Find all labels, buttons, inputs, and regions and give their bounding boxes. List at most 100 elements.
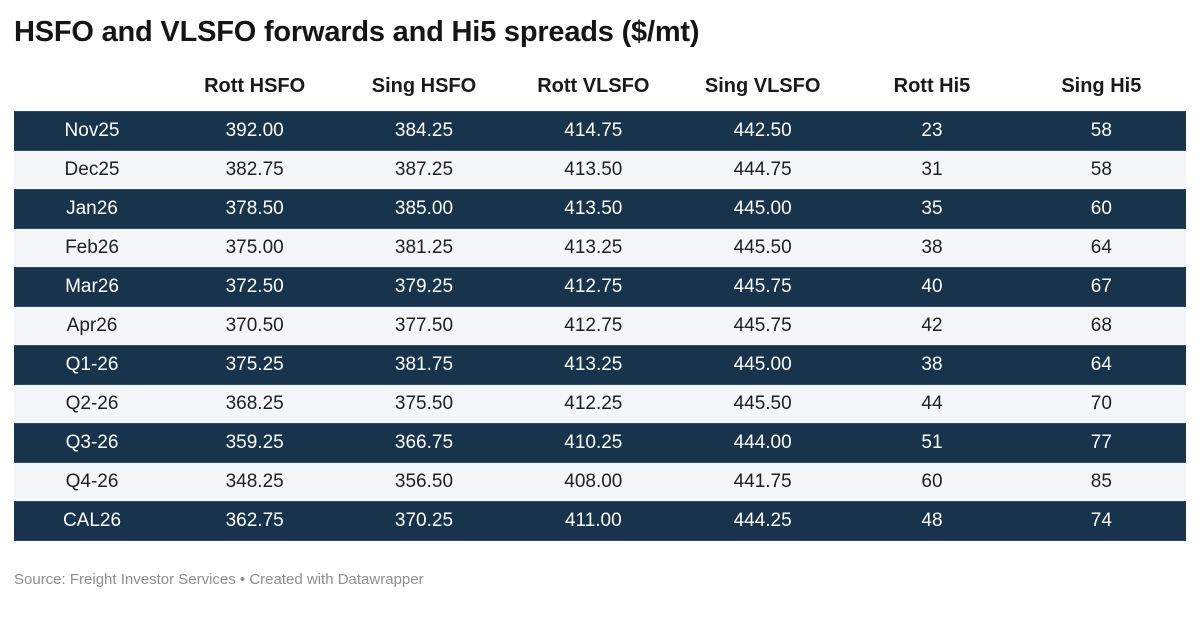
cell-value: 378.50 (170, 189, 340, 229)
cell-value: 441.75 (733, 471, 792, 492)
cell-value: 58 (1016, 111, 1186, 151)
column-header-sing-hsfo: Sing HSFO (371, 75, 477, 97)
row-label: Q1-26 (14, 345, 170, 385)
cell-value: 370.25 (339, 501, 509, 541)
column-header-rott-hi5: Rott Hi5 (893, 75, 971, 97)
cell-value: 64 (1016, 345, 1186, 385)
cell-value: 413.50 (508, 189, 678, 229)
table-row: Nov25 392.00 384.25 414.75 442.50 23 58 (14, 111, 1186, 151)
cell-value: 385.00 (339, 189, 509, 229)
table-row: CAL26 362.75 370.25 411.00 444.25 48 74 (14, 501, 1186, 541)
cell-value: 372.50 (170, 267, 340, 307)
table-row: Q4-26 348.25 356.50 408.00 441.75 60 85 (14, 462, 1186, 502)
cell-value: 444.25 (677, 501, 848, 541)
cell-value: 445.50 (733, 393, 792, 414)
table-row: Apr26 370.50 377.50 412.75 445.75 42 68 (14, 306, 1186, 346)
column-header-sing-hi5: Sing Hi5 (1061, 75, 1142, 97)
table-body: Nov25 392.00 384.25 414.75 442.50 23 58 Dec25 38… (14, 111, 1186, 541)
cell-value: 413.25 (508, 345, 678, 385)
row-label: Jan26 (14, 189, 170, 229)
row-label: Q4-26 (65, 471, 119, 492)
cell-value: 413.50 (564, 159, 623, 180)
cell-value: 392.00 (170, 111, 340, 151)
cell-value: 414.75 (508, 111, 678, 151)
column-header-sing-vlsfo: Sing VLSFO (704, 75, 821, 97)
table-row: Q1-26 375.25 381.75 413.25 445.00 38 64 (14, 345, 1186, 385)
row-label: Nov25 (14, 111, 170, 151)
cell-value: 48 (847, 501, 1017, 541)
cell-value: 38 (921, 237, 943, 258)
cell-value: 381.75 (339, 345, 509, 385)
row-label: CAL26 (14, 501, 170, 541)
cell-value: 445.75 (677, 267, 848, 307)
row-label: Dec25 (64, 159, 120, 180)
cell-value: 370.50 (225, 315, 284, 336)
table-row: Q3-26 359.25 366.75 410.25 444.00 51 77 (14, 423, 1186, 463)
column-header-rott-hsfo: Rott HSFO (204, 75, 306, 97)
table-row: Dec25 382.75 387.25 413.50 444.75 31 58 (14, 150, 1186, 190)
cell-value: 60 (921, 471, 943, 492)
cell-value: 35 (847, 189, 1017, 229)
cell-value: 64 (1090, 237, 1112, 258)
row-label: Apr26 (66, 315, 118, 336)
cell-value: 366.75 (339, 423, 509, 463)
cell-value: 410.25 (508, 423, 678, 463)
cell-value: 445.00 (677, 189, 848, 229)
cell-value: 412.25 (564, 393, 623, 414)
cell-value: 382.75 (225, 159, 284, 180)
cell-value: 70 (1090, 393, 1112, 414)
cell-value: 68 (1090, 315, 1112, 336)
table-row: Jan26 378.50 385.00 413.50 445.00 35 60 (14, 189, 1186, 229)
cell-value: 375.00 (225, 237, 284, 258)
cell-value: 368.25 (225, 393, 284, 414)
cell-value: 23 (847, 111, 1017, 151)
table-row: Feb26 375.00 381.25 413.25 445.50 38 64 (14, 228, 1186, 268)
cell-value: 408.00 (564, 471, 623, 492)
cell-value: 444.00 (677, 423, 848, 463)
cell-value: 379.25 (339, 267, 509, 307)
cell-value: 359.25 (170, 423, 340, 463)
cell-value: 60 (1016, 189, 1186, 229)
row-label: Q3-26 (14, 423, 170, 463)
row-label: Feb26 (65, 237, 119, 258)
cell-value: 58 (1090, 159, 1112, 180)
cell-value: 387.25 (394, 159, 454, 180)
cell-value: 442.50 (677, 111, 848, 151)
cell-value: 413.25 (564, 237, 623, 258)
cell-value: 375.25 (170, 345, 340, 385)
cell-value: 445.00 (677, 345, 848, 385)
cell-value: 384.25 (339, 111, 509, 151)
cell-value: 412.75 (508, 267, 678, 307)
cell-value: 348.25 (225, 471, 284, 492)
cell-value: 377.50 (394, 315, 454, 336)
cell-value: 85 (1090, 471, 1112, 492)
cell-value: 362.75 (170, 501, 340, 541)
cell-value: 44 (921, 393, 943, 414)
cell-value: 77 (1016, 423, 1186, 463)
table-header-row: Rott HSFO Sing HSFO Rott VLSFO Sing VLSF… (14, 49, 1186, 112)
cell-value: 67 (1016, 267, 1186, 307)
cell-value: 356.50 (394, 471, 454, 492)
cell-value: 40 (847, 267, 1017, 307)
cell-value: 74 (1016, 501, 1186, 541)
cell-value: 38 (847, 345, 1017, 385)
cell-value: 445.50 (733, 237, 792, 258)
table-row: Q2-26 368.25 375.50 412.25 445.50 44 70 (14, 384, 1186, 424)
column-header-rott-vlsfo: Rott VLSFO (537, 75, 650, 97)
column-header-blank (14, 49, 170, 112)
cell-value: 42 (921, 315, 943, 336)
cell-value: 381.25 (394, 237, 454, 258)
cell-value: 51 (847, 423, 1017, 463)
row-label: Q2-26 (65, 393, 119, 414)
cell-value: 445.75 (733, 315, 792, 336)
table-row: Mar26 372.50 379.25 412.75 445.75 40 67 (14, 267, 1186, 307)
cell-value: 31 (921, 159, 943, 180)
cell-value: 412.75 (564, 315, 623, 336)
source-note: Source: Freight Investor Services • Crea… (14, 571, 424, 588)
cell-value: 375.50 (394, 393, 454, 414)
page-title: HSFO and VLSFO forwards and Hi5 spreads … (14, 16, 700, 48)
forwards-table: Rott HSFO Sing HSFO Rott VLSFO Sing VLSF… (14, 49, 1186, 541)
row-label: Mar26 (14, 267, 170, 307)
cell-value: 444.75 (733, 159, 792, 180)
